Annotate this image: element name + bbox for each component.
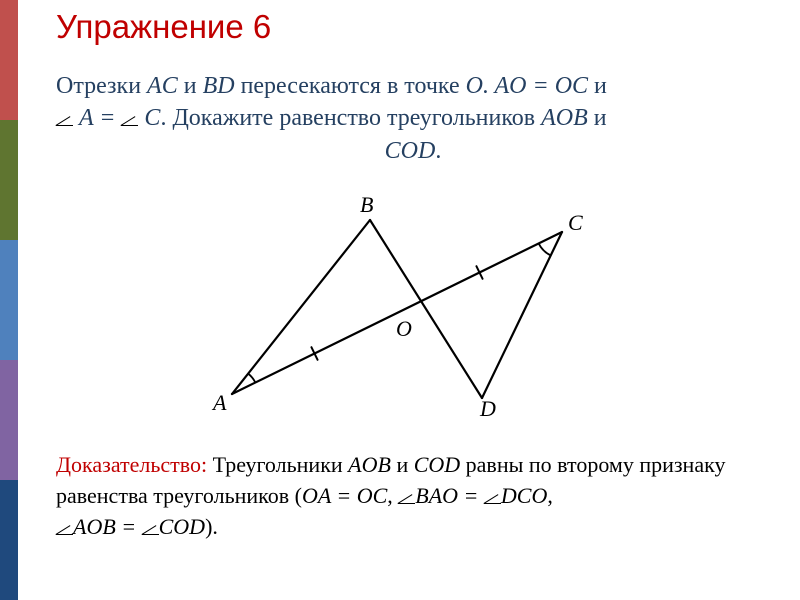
text: и	[178, 73, 203, 99]
text: C	[144, 105, 160, 131]
angle-icon	[121, 111, 138, 126]
text: BAO =	[415, 483, 484, 508]
bar-seg	[0, 480, 18, 600]
slide-title: Упражнение 6	[56, 8, 271, 46]
text: и	[588, 105, 607, 131]
accent-left-bar	[0, 0, 18, 600]
text: AC	[147, 73, 178, 99]
text: OA = OC	[302, 483, 387, 508]
text: AOB =	[73, 514, 142, 539]
text: Отрезки	[56, 73, 147, 99]
problem-statement: Отрезки AC и BD пересекаются в точке O. …	[56, 70, 770, 167]
angle-icon	[484, 489, 501, 504]
angle-icon	[56, 520, 73, 535]
text: и	[391, 452, 414, 477]
svg-text:C: C	[568, 210, 583, 235]
svg-text:D: D	[479, 396, 496, 419]
bar-seg	[0, 240, 18, 360]
text: ).	[205, 514, 218, 539]
text: COD	[414, 452, 460, 477]
geometry-diagram: A B C D O	[210, 194, 590, 424]
text: .	[435, 138, 441, 164]
text: O. AO = OC	[466, 73, 588, 99]
bar-seg	[0, 360, 18, 480]
text: DCO	[501, 483, 547, 508]
text: BD	[203, 73, 235, 99]
text: COD	[385, 138, 436, 164]
text: AOB	[541, 105, 588, 131]
angle-icon	[398, 489, 415, 504]
text: Треугольники	[207, 452, 348, 477]
svg-text:O: O	[396, 316, 412, 341]
text: AOB	[348, 452, 391, 477]
angle-icon	[142, 520, 159, 535]
svg-text:B: B	[360, 194, 373, 217]
text: и	[588, 73, 607, 99]
svg-text:A: A	[211, 390, 227, 415]
bar-seg	[0, 0, 18, 120]
bar-seg	[0, 120, 18, 240]
angle-icon	[56, 111, 73, 126]
text: Доказательство:	[56, 452, 207, 477]
proof-text: Доказательство: Треугольники AOB и COD р…	[56, 450, 770, 542]
text: COD	[159, 514, 205, 539]
text: пересекаются в точке	[235, 73, 466, 99]
text: . Докажите равенство треугольников	[160, 105, 541, 131]
text: A =	[79, 105, 121, 131]
